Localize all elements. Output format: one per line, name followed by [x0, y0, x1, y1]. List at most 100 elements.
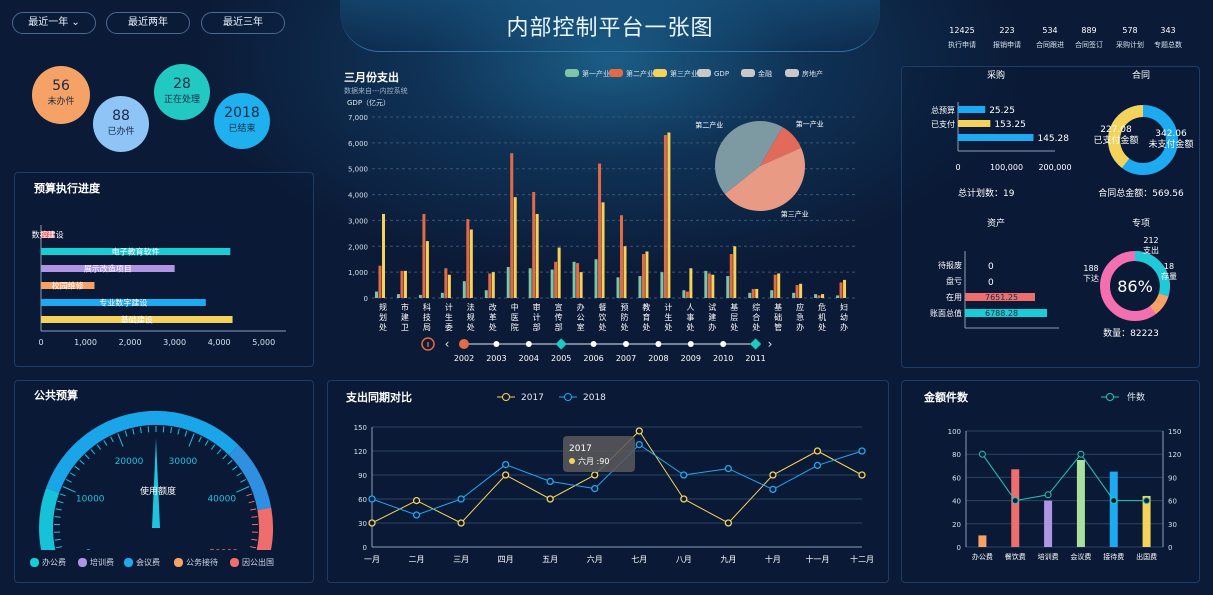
bubble-1[interactable]: 56 未办件 [32, 66, 90, 124]
legend-label: 第一产业 [582, 69, 610, 78]
timeline-dot[interactable] [590, 341, 597, 347]
contract-label: 已支付金额 [1093, 134, 1138, 146]
timeline-dot[interactable] [749, 338, 762, 350]
data-point [457, 495, 465, 503]
timeline-dot[interactable] [687, 341, 694, 347]
gauge-needle [152, 438, 160, 528]
bar [1142, 495, 1151, 547]
bubble-label: 未办件 [47, 97, 75, 107]
legend-1[interactable]: 办公费 [30, 557, 66, 568]
gauge-tick [139, 427, 142, 434]
title-bar [340, 0, 880, 52]
category-label: 应 [796, 302, 804, 312]
gauge-tick [54, 538, 61, 541]
category-label: 生 [445, 312, 453, 322]
category-label: 础 [774, 312, 782, 322]
category-label: 部 [533, 322, 541, 332]
bar [641, 254, 645, 298]
timeline-dot[interactable] [493, 341, 500, 347]
assets-value: 0 [988, 262, 994, 272]
contract-ring-paid [1108, 105, 1144, 168]
chevron-left-icon[interactable]: ‹ [445, 337, 450, 351]
legend-4[interactable]: 公务接待 [174, 557, 218, 568]
tooltip-dot [569, 458, 575, 464]
bar [711, 274, 715, 298]
y2-tick: 60 [1168, 498, 1177, 506]
gauge-arc-end [256, 507, 273, 550]
bar [1044, 500, 1053, 547]
category-label: 预 [620, 302, 628, 312]
y2-tick: 150 [1168, 428, 1181, 436]
category-label: 基 [730, 302, 738, 312]
bar [770, 290, 774, 298]
bar [418, 294, 422, 298]
timeline-dot[interactable] [655, 341, 662, 347]
category-label: 法 [467, 302, 475, 312]
legend-2[interactable]: 培训费 [78, 557, 114, 568]
legend-3[interactable]: 会议费 [124, 557, 160, 568]
timeline-dot[interactable] [555, 338, 567, 350]
gauge-chart: 0 10000 20000 30000 40000 50000 使用额度 [39, 411, 273, 550]
category-label: 部 [555, 322, 563, 332]
pause-button[interactable] [421, 337, 435, 351]
bar [447, 274, 451, 298]
public-budget-title: 公共预算 [34, 389, 78, 402]
assets-value: 6788.28 [985, 309, 1018, 318]
category-label: 培训费 [1038, 552, 1059, 561]
stat-label: 报销申请 [993, 41, 1021, 49]
category-label: 计 [533, 312, 541, 322]
chevron-right-icon[interactable]: › [768, 337, 773, 351]
filter-last-three-years[interactable]: 最近三年 [201, 12, 285, 34]
legend-5[interactable]: 因公出国 [230, 557, 274, 568]
bubble-3[interactable]: 28 正在处理 [154, 64, 210, 120]
gauge-tick [69, 472, 76, 477]
timeline-dot[interactable] [623, 341, 629, 347]
bar [513, 197, 517, 298]
gauge-tick [240, 479, 246, 483]
timeline-dot[interactable] [525, 341, 532, 347]
purchase-value: 145.28 [1037, 134, 1069, 144]
timeline-dot[interactable] [720, 341, 727, 347]
legend-swatch [785, 69, 799, 77]
x-tick: 一月 [364, 555, 380, 564]
y-tick: 80 [952, 451, 961, 459]
filter-last-two-years[interactable]: 最近两年 [106, 12, 190, 34]
gauge-arc-high [228, 445, 272, 511]
category-label: 会议费 [1070, 552, 1091, 561]
bar [814, 294, 818, 298]
assets-bar [965, 309, 1047, 317]
data-point [591, 471, 599, 479]
chevron-down-icon: ⌄ [71, 17, 80, 28]
bubble-4[interactable]: 2018 已结束 [214, 93, 270, 149]
legend-label: 金融 [758, 69, 772, 78]
category-label: 室 [577, 322, 585, 332]
x-tick: 九月 [720, 555, 736, 564]
march-spend-title: 三月份支出 [344, 71, 399, 84]
bubble-2[interactable]: 88 已办件 [93, 96, 149, 152]
progress-bar [41, 316, 233, 323]
category-label: 划 [379, 312, 387, 322]
stat-value: 889 [1081, 26, 1097, 35]
purchase-label: 已支付 [931, 119, 955, 129]
y-tick: 30 [358, 520, 367, 528]
bubble-label: 已结束 [228, 124, 256, 134]
category-label: 妇 [840, 302, 848, 312]
x-tick: 1,000 [74, 338, 97, 347]
timeline-label: 2006 [583, 354, 603, 363]
gauge-label: 使用额度 [140, 485, 176, 497]
stat-label: 采购计划 [1116, 41, 1144, 49]
stat-label: 合同跟进 [1036, 41, 1064, 49]
count-point [978, 450, 986, 458]
contract-label: 342.06 [1155, 129, 1187, 139]
gauge-tick-label: 0 [85, 549, 91, 550]
category-label: 幼 [840, 312, 848, 322]
filter-last-year[interactable]: 最近一年 ⌄ [12, 12, 96, 34]
x-tick: 0 [38, 338, 43, 347]
purchase-tick: 100,000 [990, 163, 1023, 172]
category-label: 公 [577, 313, 585, 322]
timeline-dot[interactable] [459, 339, 469, 349]
bar [667, 132, 671, 298]
category-label: 计 [664, 302, 672, 312]
contract-label: 未支付金额 [1148, 138, 1193, 150]
bar [726, 276, 730, 298]
